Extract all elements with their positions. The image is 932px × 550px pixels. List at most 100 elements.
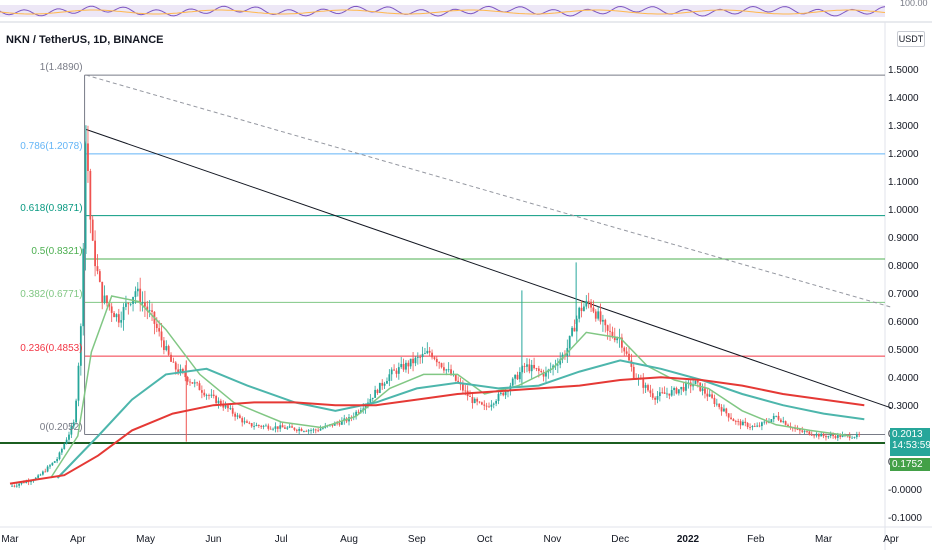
candle-up	[397, 367, 400, 374]
candle-up	[400, 363, 403, 368]
candle-up	[751, 426, 754, 428]
candle-up	[715, 403, 718, 405]
candle-down	[535, 368, 538, 369]
time-tick: Jun	[205, 534, 222, 545]
candle-up	[556, 364, 559, 366]
candle-down	[101, 281, 104, 303]
candle-down	[393, 369, 395, 371]
candle-down	[151, 310, 153, 312]
candle-down	[191, 382, 194, 384]
candle-down	[528, 364, 531, 372]
candle-up	[193, 382, 196, 384]
currency-unit-button[interactable]: USDT	[897, 31, 925, 47]
fib-label-0.236: 0.236(0.4853)	[20, 343, 83, 355]
candle-down	[250, 423, 253, 427]
candle-up	[60, 448, 63, 453]
candle-down	[594, 311, 597, 319]
support-price-badge: 0.1752	[890, 458, 930, 471]
candle-down	[89, 170, 92, 220]
candle-down	[198, 383, 201, 391]
candle-down	[435, 358, 438, 363]
candle-down	[533, 364, 535, 369]
candle-up	[129, 303, 132, 305]
candle-down	[749, 427, 751, 428]
candle-up	[492, 403, 495, 405]
candle-down	[440, 363, 443, 368]
candle-down	[438, 362, 441, 364]
candle-down	[357, 411, 360, 413]
candle-down	[146, 306, 149, 312]
candle-down	[246, 421, 248, 423]
candle-down	[801, 430, 804, 432]
candle-up	[120, 320, 123, 323]
candle-down	[177, 369, 180, 373]
candle-up	[165, 346, 168, 350]
time-tick: May	[136, 534, 156, 545]
candle-down	[167, 346, 170, 355]
candle-down	[317, 430, 320, 432]
time-tick: Aug	[340, 534, 358, 545]
candle-down	[817, 433, 820, 437]
candle-up	[79, 326, 82, 366]
candle-down	[628, 353, 630, 361]
candle-down	[476, 398, 479, 402]
candle-up	[545, 372, 547, 377]
candle-down	[609, 330, 611, 332]
candle-up	[694, 380, 697, 385]
candle-down	[331, 424, 334, 426]
candle-down	[471, 396, 474, 404]
candle-up	[673, 388, 676, 391]
candle-up	[236, 415, 239, 417]
candle-down	[144, 302, 146, 307]
candle-up	[447, 369, 450, 371]
candle-down	[806, 431, 808, 433]
candle-up	[386, 381, 388, 384]
price-tick: 1.0000	[888, 205, 919, 216]
candle-down	[314, 429, 317, 431]
candle-up	[742, 421, 744, 426]
candle-up	[827, 436, 830, 438]
candle-down	[611, 331, 614, 337]
price-tick: -0.1000	[888, 513, 922, 524]
candle-down	[725, 408, 728, 414]
candle-up	[136, 288, 139, 292]
moving-average-2	[56, 359, 865, 479]
fib-label-1: 1(1.4890)	[39, 62, 83, 74]
price-tick: -0.0000	[888, 485, 922, 496]
candle-up	[310, 430, 312, 432]
candle-down	[810, 434, 813, 436]
rsi-line	[0, 5, 886, 17]
candle-up	[666, 393, 668, 395]
time-tick: Mar	[814, 534, 833, 545]
candle-up	[583, 306, 585, 312]
candle-down	[753, 426, 756, 427]
candle-up	[851, 437, 853, 439]
candle-up	[255, 425, 258, 427]
candle-up	[383, 383, 386, 386]
time-tick: Sep	[407, 534, 426, 545]
candle-down	[839, 434, 842, 437]
candle-up	[224, 405, 227, 408]
candle-up	[426, 350, 429, 354]
candle-down	[732, 419, 735, 422]
symbol-title[interactable]: NKN / TetherUS, 1D, BINANCE	[6, 34, 164, 46]
candle-up	[518, 372, 521, 380]
candle-up	[658, 392, 661, 397]
candle-down	[412, 358, 414, 364]
candle-down	[822, 433, 825, 437]
price-tick: 0.9000	[888, 233, 919, 244]
candle-down	[155, 323, 158, 329]
candle-down	[462, 384, 464, 391]
candle-down	[127, 303, 130, 305]
candle-up	[378, 382, 381, 393]
candle-up	[644, 385, 647, 388]
candle-up	[319, 428, 322, 431]
candle-up	[364, 404, 367, 409]
candle-up	[122, 306, 125, 321]
candle-up	[272, 428, 274, 430]
candle-up	[312, 429, 315, 431]
candle-up	[148, 310, 151, 312]
candle-up	[761, 422, 763, 427]
candle-down	[727, 413, 730, 418]
